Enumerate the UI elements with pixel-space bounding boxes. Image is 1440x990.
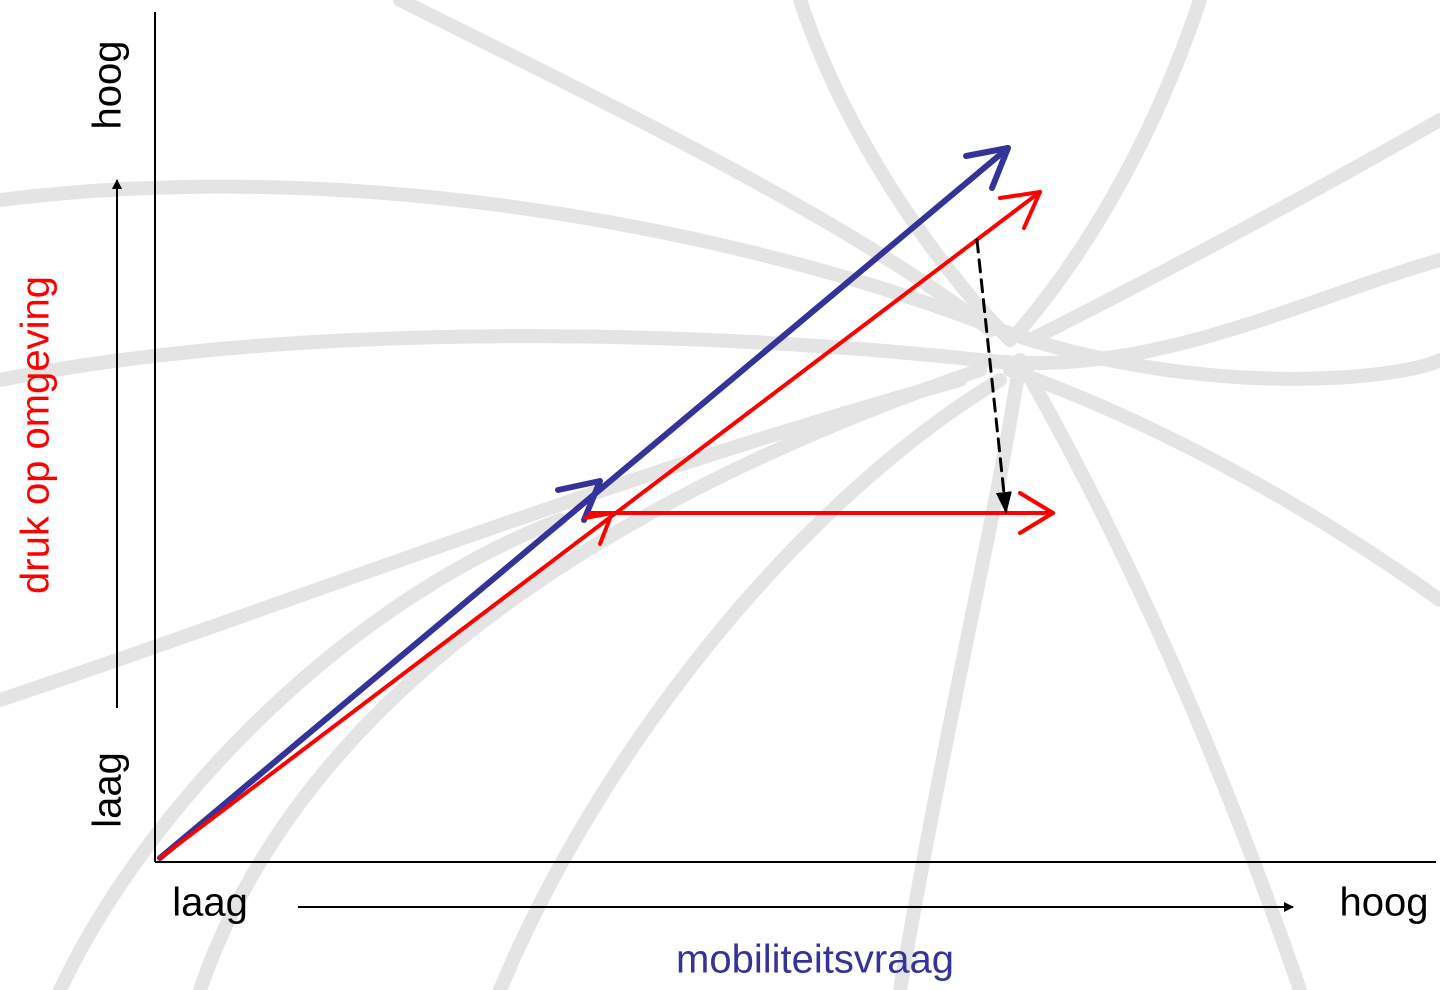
diagram: hoog laag druk op omgeving laag hoog mob… — [0, 0, 1440, 990]
arrows — [160, 148, 1053, 858]
blue-arrow-line — [160, 148, 1008, 858]
x-low-label: laag — [172, 881, 248, 925]
x-title: mobiliteitsvraag — [676, 938, 954, 982]
y-high-label: hoog — [86, 41, 130, 130]
x-high-label: hoog — [1340, 881, 1429, 925]
red-arrow-line — [160, 192, 1040, 858]
background-drawing — [0, 0, 1440, 990]
y-low-label: laag — [86, 752, 130, 828]
y-title: druk op omgeving — [14, 276, 58, 594]
